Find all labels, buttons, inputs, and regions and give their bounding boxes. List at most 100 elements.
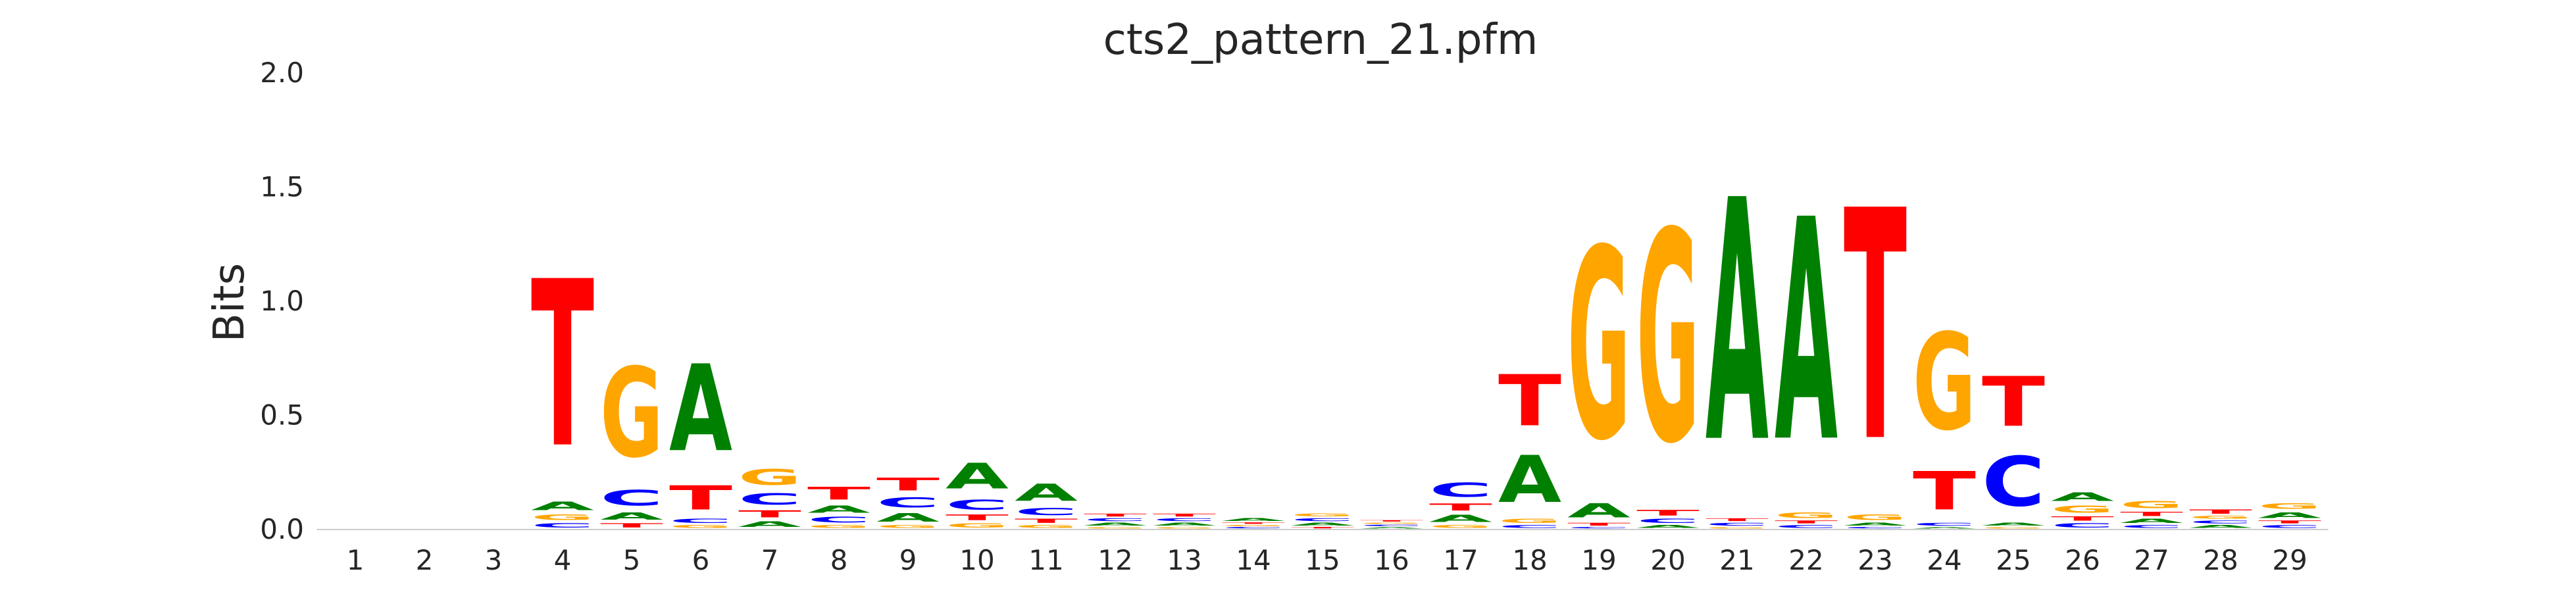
logo-letter-c: C: [1844, 527, 1907, 529]
x-tick-label: 9: [899, 544, 917, 576]
x-tick-label: 6: [692, 544, 710, 576]
logo-letter-c: C: [1705, 522, 1769, 527]
x-tick-label: 13: [1167, 544, 1201, 576]
logo-letter-c: C: [1360, 524, 1423, 526]
logo-letter-c: C: [1498, 524, 1561, 529]
logo-letter-c: C: [669, 518, 732, 524]
logo-letter-g: G: [1498, 518, 1561, 524]
logo-letter-g: G: [1775, 510, 1838, 520]
logo-letter-a: A: [807, 504, 871, 515]
logo-letter-t: T: [1222, 522, 1285, 524]
logo-letter-t: T: [600, 522, 663, 529]
logo-letter-a: A: [1775, 155, 1838, 509]
x-tick-label: 15: [1305, 544, 1340, 576]
logo-letter-g: G: [1291, 513, 1354, 518]
logo-letter-g: G: [1429, 524, 1492, 529]
logo-letter-g: G: [1913, 305, 1976, 460]
logo-letter-g: G: [1705, 527, 1769, 529]
x-tick-label: 10: [959, 544, 994, 576]
logo-letter-g: G: [600, 341, 663, 485]
logo-letter-g: G: [669, 524, 732, 529]
logo-letter-c: C: [807, 515, 871, 524]
logo-letter-g: G: [1567, 195, 1630, 499]
x-tick-label: 21: [1719, 544, 1754, 576]
logo-letter-t: T: [807, 483, 871, 504]
logo-letter-a: A: [1429, 513, 1492, 524]
y-tick-label: 1.0: [260, 285, 304, 317]
logo-letter-c: C: [2051, 522, 2114, 529]
logo-letter-g: G: [738, 465, 801, 490]
logo-letter-a: A: [738, 520, 801, 529]
x-tick-label: 22: [1788, 544, 1823, 576]
logo-letter-t: T: [1291, 527, 1354, 529]
x-tick-label: 25: [1996, 544, 2031, 576]
logo-letter-c: C: [1913, 522, 1976, 527]
x-tick-label: 18: [1512, 544, 1547, 576]
logo-letter-t: T: [1982, 363, 2045, 443]
logo-letter-g: G: [531, 513, 594, 522]
logo-letter-g: G: [1153, 527, 1216, 529]
logo-letter-a: A: [2120, 518, 2183, 524]
logo-letter-g: G: [876, 524, 940, 529]
logo-letter-a: A: [1844, 522, 1907, 527]
x-tick-label: 28: [2203, 544, 2238, 576]
logo-letter-a: A: [669, 339, 732, 478]
logo-letter-t: T: [2258, 520, 2321, 524]
logo-letter-t: T: [1844, 144, 1907, 512]
logo-letter-c: C: [1982, 442, 2045, 522]
logo-letter-c: C: [1222, 527, 1285, 529]
logo-letter-t: T: [876, 474, 940, 495]
logo-letter-t: T: [1153, 513, 1216, 518]
logo-letter-c: C: [600, 486, 663, 511]
logo-letter-a: A: [600, 510, 663, 522]
x-tick-label: 5: [623, 544, 641, 576]
x-tick-label: 24: [1927, 544, 1961, 576]
y-axis-label: Bits: [205, 263, 254, 342]
logo-letter-t: T: [1775, 520, 1838, 524]
logo-letter-a: A: [1913, 527, 1976, 529]
logo-letter-c: C: [531, 522, 594, 529]
x-tick-label: 14: [1236, 544, 1271, 576]
logo-letter-a: A: [1982, 522, 2045, 527]
x-tick-label: 11: [1028, 544, 1063, 576]
logo-letter-a: A: [876, 510, 940, 524]
logo-letter-t: T: [1084, 513, 1147, 518]
logo-letter-g: G: [946, 522, 1009, 529]
logo-letter-g: G: [2051, 504, 2114, 515]
logo-letter-t: T: [1913, 460, 1976, 522]
x-tick-label: 29: [2272, 544, 2307, 576]
logo-letter-g: G: [1982, 527, 2045, 529]
y-tick-label: 1.5: [260, 171, 304, 203]
logo-letter-a: A: [1498, 443, 1561, 518]
x-tick-label: 26: [2065, 544, 2100, 576]
logo-letter-t: T: [1567, 522, 1630, 527]
x-axis-ticks: 1 2 3 4 5 6 7 8 9 10 11 12 13 14 15 16 17 18 19 20 21 22 23 24 2…: [347, 544, 2308, 576]
x-tick-label: 19: [1581, 544, 1616, 576]
logo-letter-c: C: [876, 495, 940, 510]
x-tick-label: 1: [347, 544, 365, 576]
logo-letter-c: C: [1636, 518, 1700, 524]
logo-letter-g: G: [2120, 499, 2183, 510]
logo-letter-c: C: [1567, 527, 1630, 529]
y-tick-label: 0.5: [260, 399, 304, 432]
chart-title: cts2_pattern_21.pfm: [1103, 16, 1538, 64]
logo-letter-g: G: [2189, 515, 2252, 520]
logo-letter-a: A: [1084, 522, 1147, 527]
logo-letter-g: G: [1015, 524, 1078, 529]
logo-letter-a: A: [1153, 522, 1216, 527]
logo-letter-c: C: [1429, 479, 1492, 501]
logo-letters: CGATTACGGCTAATCGGCATGACTGTCAGTCAGACTGACT…: [531, 130, 2321, 529]
logo-letter-a: A: [1291, 522, 1354, 527]
logo-letter-a: A: [946, 456, 1009, 497]
logo-letter-a: A: [1567, 499, 1630, 522]
x-tick-label: 27: [2134, 544, 2169, 576]
logo-letter-t: T: [531, 234, 595, 499]
x-tick-label: 7: [761, 544, 779, 576]
logo-letter-t: T: [1636, 508, 1700, 518]
logo-letter-c: C: [1153, 518, 1216, 522]
y-axis-ticks: 0.0 0.5 1.0 1.5 2.0: [260, 57, 304, 545]
x-tick-label: 17: [1443, 544, 1478, 576]
x-tick-label: 20: [1650, 544, 1685, 576]
logo-letter-a: A: [1015, 479, 1078, 506]
logo-letter-c: C: [2189, 520, 2252, 524]
